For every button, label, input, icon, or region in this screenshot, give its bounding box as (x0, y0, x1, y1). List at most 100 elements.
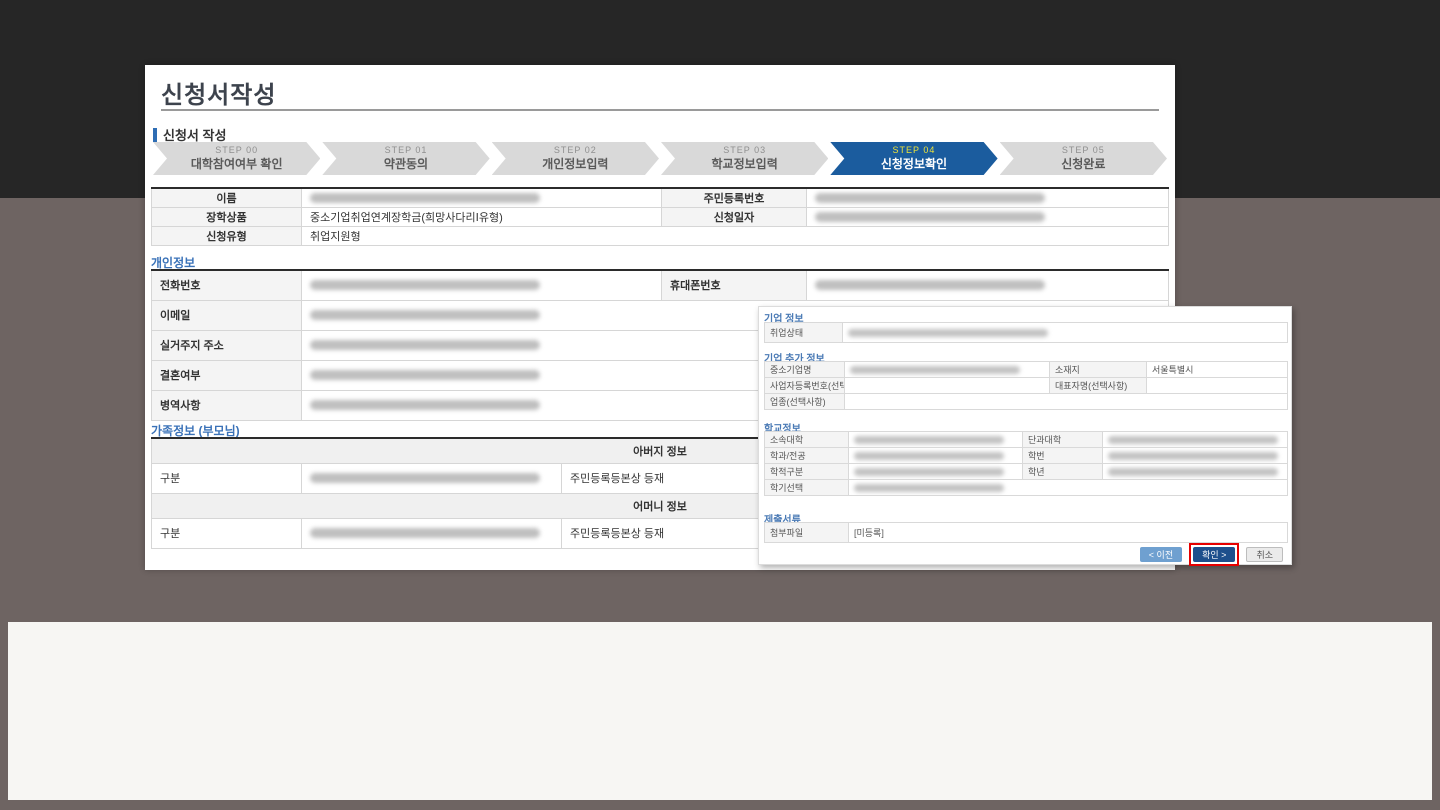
step-05-number: STEP 05 (1061, 145, 1105, 156)
mother-registry-label: 주민등록등본상 등재 (561, 517, 762, 549)
redacted-value (815, 212, 1045, 223)
table-row: 이름 주민등록번호 (151, 187, 1169, 208)
popup-button-bar: < 이전 확인 > 취소 (1139, 543, 1283, 566)
redacted-value (854, 436, 1004, 445)
table-row: 업종(선택사항) (764, 393, 1288, 410)
address-label: 실거주지 주소 (151, 329, 302, 361)
email-label: 이메일 (151, 299, 302, 331)
redacted-value (310, 473, 540, 484)
product-value: 중소기업취업연계장학금(희망사다리Ⅰ유형) (301, 207, 662, 227)
phone-label: 전화번호 (151, 269, 302, 301)
table-row: 학적구분 학년 (764, 463, 1288, 480)
marriage-label: 결혼여부 (151, 359, 302, 391)
redacted-value (310, 193, 540, 204)
attachment-value: [미등록] (848, 522, 1288, 543)
redacted-value (1108, 468, 1278, 477)
confirm-button[interactable]: 확인 > (1189, 543, 1240, 566)
table-row: 전화번호 휴대폰번호 (151, 269, 1169, 301)
college-label: 단과대학 (1022, 431, 1103, 448)
documents-table: 첨부파일 [미등록] (764, 522, 1288, 543)
section-header-label: 신청서 작성 (163, 128, 227, 143)
company-info-table: 취업상태 (764, 322, 1288, 343)
step-02-label: 개인정보입력 (542, 156, 609, 171)
step-progress-bar: STEP 00 대학참여여부 확인 STEP 01 약관동의 STEP 02 개… (153, 142, 1167, 175)
step-03-number: STEP 03 (723, 145, 767, 156)
apply-type-value: 취업지원형 (301, 226, 1169, 246)
confirm-popup-panel: 기업 정보 취업상태 기업 추가 정보 중소기업명 소재지 서울특별시 사업자등… (758, 306, 1292, 566)
name-value (301, 187, 662, 208)
father-type-value (301, 462, 562, 494)
industry-label: 업종(선택사항) (764, 393, 845, 410)
mobile-value (806, 269, 1169, 301)
status-label: 학적구분 (764, 463, 849, 480)
step-00-label: 대학참여여부 확인 (190, 156, 283, 171)
table-row: 첨부파일 [미등록] (764, 522, 1288, 543)
grade-label: 학년 (1022, 463, 1103, 480)
redacted-value (1108, 452, 1278, 461)
company-extra-info-title: 기업 추가 정보 (764, 354, 825, 365)
table-row: 사업자등록번호(선택사항) 대표자명(선택사항) (764, 377, 1288, 394)
location-label: 소재지 (1049, 361, 1147, 378)
step-04-number: STEP 04 (892, 145, 936, 156)
apply-date-label: 신청일자 (661, 207, 807, 227)
company-name-value (844, 361, 1050, 378)
table-row: 학기선택 (764, 479, 1288, 496)
redacted-value (310, 528, 540, 539)
employment-status-label: 취업상태 (764, 322, 843, 343)
mobile-label: 휴대폰번호 (661, 269, 807, 301)
student-no-value (1102, 447, 1288, 464)
confirm-button-label: 확인 > (1202, 550, 1227, 560)
step-00: STEP 00 대학참여여부 확인 (153, 142, 320, 175)
product-label: 장학상품 (151, 207, 302, 227)
father-type-label: 구분 (151, 462, 302, 494)
military-label: 병역사항 (151, 389, 302, 421)
name-label: 이름 (151, 187, 302, 208)
step-05-label: 신청완료 (1061, 156, 1106, 171)
page-title: 신청서작성 (161, 82, 277, 109)
rrn-value (806, 187, 1169, 208)
semester-label: 학기선택 (764, 479, 849, 496)
apply-date-value (806, 207, 1169, 227)
redacted-value (854, 468, 1004, 477)
industry-value (844, 393, 1288, 410)
prev-button[interactable]: < 이전 (1139, 547, 1183, 562)
table-row: 장학상품 중소기업취업연계장학금(희망사다리Ⅰ유형) 신청일자 (151, 207, 1169, 227)
father-registry-label: 주민등록등본상 등재 (561, 462, 762, 494)
table-row: 학과/전공 학번 (764, 447, 1288, 464)
mother-type-label: 구분 (151, 517, 302, 549)
section-header: 신청서 작성 (153, 125, 226, 144)
mother-type-value (301, 517, 562, 549)
business-no-value (844, 377, 1050, 394)
semester-value (848, 479, 1288, 496)
redacted-value (854, 484, 1004, 493)
table-row: 중소기업명 소재지 서울특별시 (764, 361, 1288, 378)
step-01-label: 약관동의 (383, 156, 429, 171)
table-row: 신청유형 취업지원형 (151, 226, 1169, 246)
personal-info-title: 개인정보 (151, 256, 196, 270)
major-label: 학과/전공 (764, 447, 849, 464)
ceo-value (1146, 377, 1288, 394)
company-extra-table: 중소기업명 소재지 서울특별시 사업자등록번호(선택사항) 대표자명(선택사항)… (764, 361, 1288, 410)
ceo-label: 대표자명(선택사항) (1049, 377, 1147, 394)
university-value (848, 431, 1023, 448)
attachment-label: 첨부파일 (764, 522, 849, 543)
table-row: 취업상태 (764, 322, 1288, 343)
step-02-number: STEP 02 (553, 145, 597, 156)
step-01-number: STEP 01 (384, 145, 428, 156)
school-info-table: 소속대학 단과대학 학과/전공 학번 학적구분 학년 학기선택 (764, 431, 1288, 496)
location-value: 서울특별시 (1146, 361, 1288, 378)
redacted-value (310, 400, 540, 411)
university-label: 소속대학 (764, 431, 849, 448)
redacted-value (310, 280, 540, 291)
redacted-value (854, 452, 1004, 461)
redacted-value (310, 310, 540, 321)
school-info-title: 학교정보 (764, 424, 801, 435)
step-00-number: STEP 00 (215, 145, 259, 156)
phone-value (301, 269, 662, 301)
college-value (1102, 431, 1288, 448)
cancel-button[interactable]: 취소 (1246, 547, 1283, 562)
redacted-value (815, 193, 1045, 204)
step-04-active: STEP 04 신청정보확인 (830, 142, 997, 175)
student-no-label: 학번 (1022, 447, 1103, 464)
table-row: 소속대학 단과대학 (764, 431, 1288, 448)
